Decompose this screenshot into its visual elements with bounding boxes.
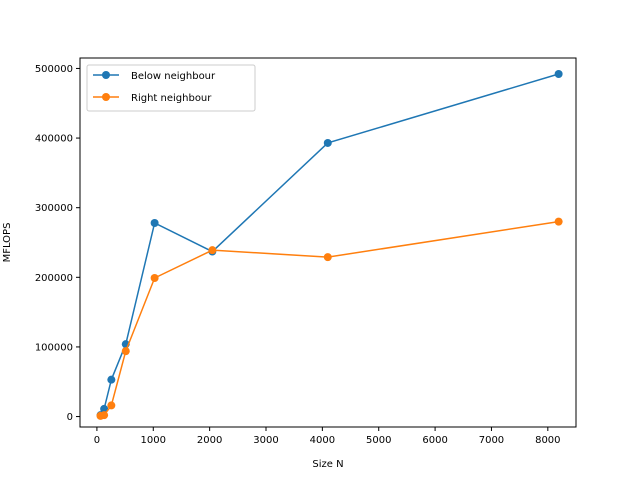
legend-entry-label: Right neighbour [131,93,212,104]
y-tick-label: 300000 [35,203,73,214]
x-tick-label: 6000 [422,435,447,446]
x-tick-label: 0 [94,435,100,446]
y-tick-label: 0 [67,412,73,423]
data-point-1 [100,404,109,413]
data-point-2 [554,217,563,226]
data-point-2 [107,401,116,410]
x-tick-label: 3000 [253,435,278,446]
y-tick-label: 200000 [35,273,73,284]
plot-frame [79,57,577,428]
data-point-2 [323,253,332,262]
data-point-1 [107,375,116,384]
x-tick-label: 1000 [141,435,166,446]
x-tick-label: 2000 [197,435,222,446]
x-tick-label: 4000 [310,435,335,446]
y-tick-label: 400000 [35,134,73,145]
plot-area [80,58,576,427]
legend-swatch-marker [102,71,110,79]
x-tick-label: 5000 [366,435,391,446]
axis-layer: 0 1000 2000 3000 4000 5000 6000 7000 8000 0 100000… [35,64,561,446]
x-tick-label: 8000 [535,435,560,446]
x-axis-label: Size N [312,459,343,470]
data-point-1 [323,138,332,147]
legend-entries: Below neighbour Right neighbour [93,71,216,104]
data-point-2 [121,347,130,356]
x-tick-label: 7000 [479,435,504,446]
data-point-2 [100,411,109,420]
legend-swatch-marker [102,93,110,101]
y-tick-label: 500000 [35,64,73,75]
legend-entry-label: Below neighbour [131,71,216,82]
data-point-1 [554,70,563,79]
legend: Below neighbour Right neighbour [86,64,256,112]
data-point-1 [150,219,159,228]
data-point-2 [208,246,217,255]
series-layer [96,70,563,420]
series-line-1 [99,73,559,416]
data-point-2 [150,274,159,283]
y-axis-label: MFLOPS [2,223,13,263]
y-tick-label: 100000 [35,342,73,353]
legend-frame [86,64,256,112]
